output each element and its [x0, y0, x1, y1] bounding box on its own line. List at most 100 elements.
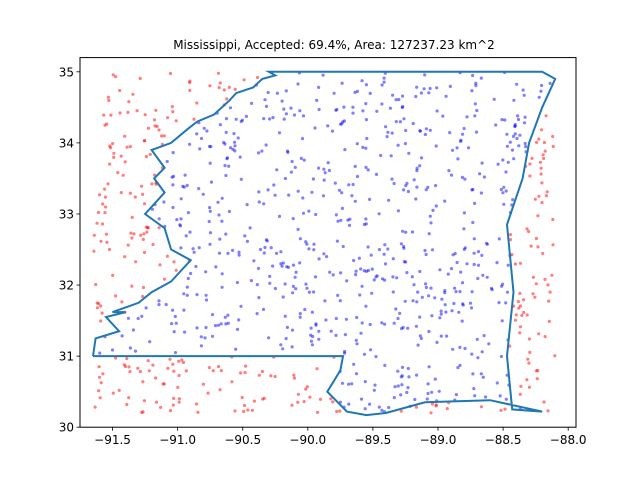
rejected-point [534, 282, 538, 286]
accepted-point [199, 335, 203, 339]
accepted-point [424, 127, 428, 131]
rejected-point [479, 405, 483, 409]
accepted-point [218, 123, 222, 127]
accepted-point [284, 89, 288, 93]
rejected-point [273, 374, 277, 379]
accepted-point [455, 146, 459, 150]
accepted-point [291, 291, 295, 295]
rejected-point [528, 162, 532, 166]
rejected-point [97, 365, 101, 369]
rejected-point [151, 242, 155, 247]
accepted-point [364, 165, 368, 169]
accepted-point [463, 246, 467, 250]
accepted-point [171, 205, 175, 210]
accepted-point [317, 85, 321, 89]
rejected-point [130, 236, 134, 240]
accepted-point [157, 299, 161, 303]
x-tick-label: −88.5 [485, 433, 522, 447]
rejected-point [117, 388, 121, 392]
accepted-point [382, 80, 386, 84]
accepted-point [516, 117, 521, 122]
rejected-point [136, 366, 140, 370]
accepted-point [389, 154, 393, 158]
accepted-point [296, 189, 300, 193]
accepted-point [370, 267, 374, 271]
accepted-point [465, 262, 469, 266]
rejected-point [534, 369, 539, 373]
rejected-point [143, 113, 147, 117]
accepted-point [418, 269, 422, 274]
rejected-point [525, 227, 529, 231]
accepted-point [461, 303, 465, 307]
rejected-point [114, 75, 118, 79]
accepted-point [440, 297, 444, 301]
accepted-point [462, 126, 466, 131]
accepted-point [355, 315, 359, 320]
accepted-point [438, 316, 442, 320]
accepted-point [383, 322, 387, 326]
rejected-point [535, 140, 539, 144]
accepted-point [233, 140, 237, 144]
rejected-point [329, 397, 333, 401]
rejected-point [132, 232, 136, 236]
accepted-point [347, 402, 351, 406]
accepted-point [262, 251, 266, 255]
accepted-point [462, 211, 466, 215]
accepted-point [171, 151, 175, 155]
accepted-point [461, 132, 465, 136]
rejected-point [142, 250, 147, 255]
accepted-point [304, 282, 308, 286]
accepted-point [472, 237, 476, 241]
accepted-point [414, 197, 418, 201]
accepted-point [233, 144, 237, 148]
accepted-point [350, 382, 354, 386]
accepted-point [335, 239, 339, 243]
accepted-point [368, 322, 372, 327]
accepted-point [472, 262, 476, 267]
accepted-point [301, 196, 305, 200]
accepted-point [331, 273, 335, 277]
rejected-point [92, 233, 96, 237]
accepted-point [364, 146, 368, 150]
accepted-point [501, 158, 505, 162]
rejected-point [233, 87, 237, 91]
accepted-point [350, 194, 354, 198]
rejected-point [430, 402, 434, 406]
accepted-point [473, 394, 477, 398]
accepted-point [380, 408, 384, 412]
accepted-point [473, 201, 477, 205]
accepted-point [281, 347, 285, 351]
accepted-points [98, 70, 552, 414]
rejected-point [123, 134, 127, 138]
accepted-point [386, 130, 390, 134]
accepted-point [435, 340, 439, 344]
rejected-point [158, 263, 162, 267]
rejected-point [188, 88, 192, 92]
rejected-point [192, 117, 196, 121]
accepted-point [327, 168, 331, 173]
accepted-point [391, 93, 395, 97]
accepted-point [290, 159, 294, 164]
accepted-point [402, 260, 406, 264]
y-tick-label: 31 [59, 350, 74, 364]
accepted-point [396, 369, 400, 373]
rejected-point [101, 222, 105, 226]
accepted-point [537, 95, 541, 99]
accepted-point [275, 91, 279, 95]
accepted-point [484, 395, 488, 399]
rejected-point [94, 282, 98, 287]
rejected-point [160, 134, 164, 138]
rejected-point [140, 184, 144, 188]
rejected-point [150, 182, 154, 186]
accepted-point [386, 247, 390, 251]
accepted-point [363, 407, 367, 411]
accepted-point [264, 104, 269, 108]
rejected-point [525, 378, 529, 382]
accepted-point [416, 343, 420, 347]
accepted-point [264, 143, 268, 147]
rejected-point [135, 109, 139, 113]
rejected-point [537, 194, 541, 198]
accepted-point [510, 148, 515, 152]
rejected-point [148, 152, 152, 156]
